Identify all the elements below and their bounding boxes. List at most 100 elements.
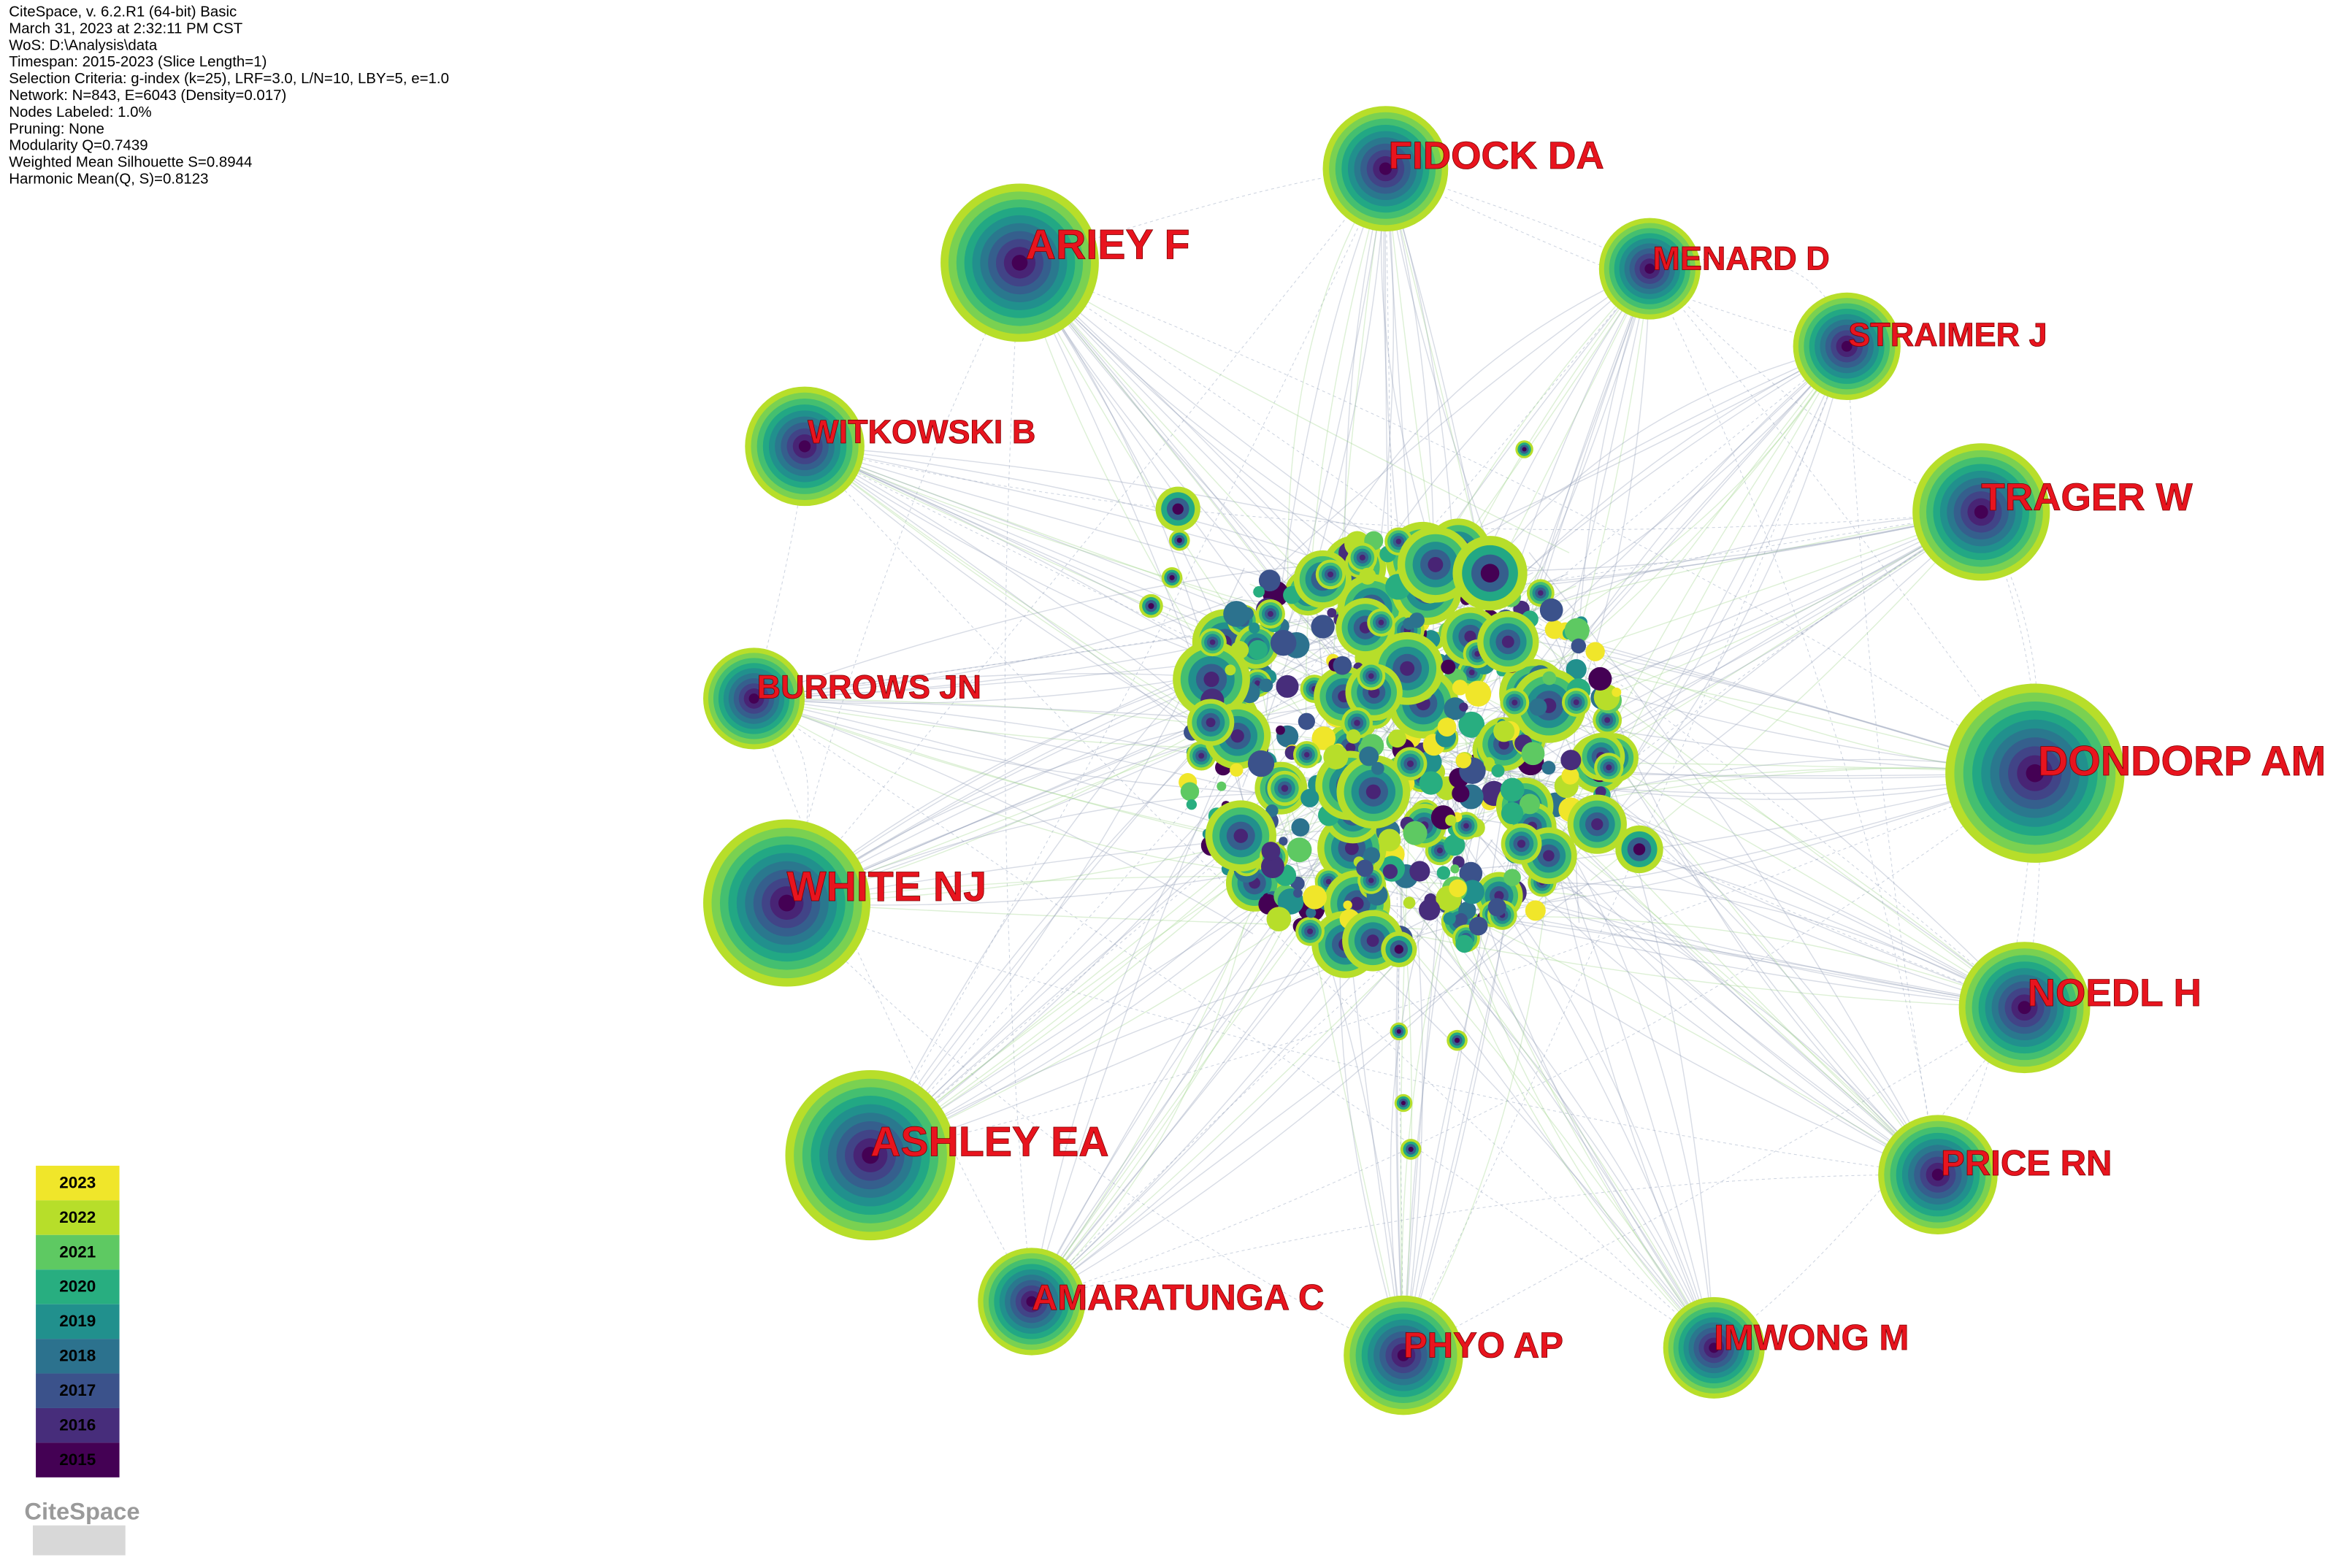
- cluster-node: [1501, 635, 1514, 648]
- cluster-node: [1452, 784, 1470, 803]
- cluster-node: [1395, 538, 1402, 545]
- edge: [786, 262, 1020, 904]
- node-ring: [798, 440, 811, 453]
- cluster-node: [1436, 848, 1443, 854]
- edge: [1846, 346, 1939, 1175]
- edge: [786, 793, 1318, 904]
- edge: [1532, 918, 2025, 1008]
- edge: [870, 346, 1847, 1156]
- cluster-node: [1564, 618, 1590, 643]
- edge: [1031, 573, 1314, 1302]
- cluster-node: [1445, 815, 1457, 826]
- node-ring: [1026, 1296, 1038, 1307]
- edge: [1649, 268, 1939, 1175]
- legend-swatch: [36, 1165, 120, 1201]
- edge: [754, 596, 1244, 699]
- cluster-node: [1633, 843, 1646, 856]
- cluster-node: [1388, 729, 1406, 748]
- edge: [1422, 867, 1714, 1348]
- legend-label: 2020: [59, 1277, 96, 1296]
- edge: [870, 596, 1366, 1156]
- cluster-node: [1449, 879, 1467, 898]
- cluster-node: [1539, 598, 1563, 622]
- cluster-node: [1366, 934, 1379, 947]
- cluster-node: [1293, 888, 1303, 898]
- node-label: WITKOWSKI B: [808, 413, 1035, 450]
- cluster-node: [1230, 763, 1244, 777]
- edge: [1713, 1007, 2025, 1348]
- edge: [1498, 915, 2025, 1008]
- cluster-node: [1455, 753, 1472, 769]
- cluster-node: [1311, 615, 1335, 639]
- cluster-node: [1525, 900, 1546, 921]
- edge: [1547, 878, 1939, 1175]
- cluster-node: [1403, 820, 1428, 845]
- edge: [1004, 262, 1032, 1302]
- cluster-node: [1465, 680, 1492, 707]
- cluster-node: [1368, 877, 1374, 883]
- node-ring: [1379, 162, 1392, 175]
- cluster-node: [1354, 720, 1360, 726]
- cluster-node: [1266, 907, 1292, 931]
- cluster-node: [1464, 630, 1476, 643]
- cluster-node: [1454, 1037, 1460, 1043]
- edge: [1476, 921, 1939, 1175]
- cluster-node: [1459, 702, 1468, 712]
- cluster-node: [1521, 742, 1545, 766]
- cluster-node: [1612, 687, 1622, 697]
- cluster-node: [1408, 1146, 1414, 1153]
- cluster-node: [1253, 585, 1265, 598]
- node-label: MENARD D: [1652, 240, 1829, 277]
- cluster-node: [1512, 699, 1518, 706]
- info-line: WoS: D:\Analysis\data: [9, 36, 158, 53]
- cluster-node: [1225, 664, 1236, 676]
- cluster-node: [1311, 726, 1336, 750]
- edge: [754, 698, 1578, 750]
- legend-label: 2021: [59, 1242, 96, 1261]
- node-ring: [1841, 341, 1853, 352]
- edge: [1031, 936, 1423, 1302]
- edge: [870, 168, 1386, 1156]
- edge: [1379, 861, 1714, 1348]
- edge: [1319, 268, 1650, 574]
- info-line: Pruning: None: [9, 120, 104, 137]
- edge: [1509, 346, 1847, 650]
- cluster-node: [1303, 752, 1310, 758]
- cluster-node: [1343, 900, 1352, 910]
- cluster-node: [1359, 746, 1379, 766]
- info-line: Harmonic Mean(Q, S)=0.8123: [9, 171, 208, 188]
- legend-swatch: [36, 1269, 120, 1304]
- cluster-node: [1365, 784, 1381, 799]
- edge: [1384, 168, 1459, 834]
- cluster-node: [1180, 782, 1200, 802]
- edge: [1031, 772, 2036, 1302]
- cluster-node: [1350, 896, 1364, 910]
- cluster-node: [1378, 619, 1384, 626]
- cluster-node: [1267, 611, 1273, 618]
- cluster-node: [1409, 861, 1430, 882]
- cluster-node: [1443, 912, 1456, 926]
- cluster-node: [1400, 661, 1415, 676]
- edge: [1403, 346, 1847, 1356]
- cluster-node: [1571, 638, 1587, 654]
- cluster-node: [1468, 916, 1488, 936]
- cluster-node: [1230, 729, 1244, 743]
- edge: [1508, 834, 1939, 1175]
- cluster-node: [1452, 680, 1468, 696]
- central-cluster: [1139, 440, 1663, 1160]
- edge: [1019, 262, 2036, 774]
- cluster-node: [1265, 804, 1279, 818]
- edge: [1031, 677, 1537, 1302]
- logo-text: CiteSpace: [24, 1497, 139, 1524]
- edge: [754, 698, 1306, 878]
- edge: [786, 902, 1404, 1356]
- edge: [1031, 924, 1245, 1302]
- cluster-node: [1217, 781, 1227, 791]
- cluster-node: [1378, 829, 1401, 852]
- cluster-node: [1561, 766, 1579, 785]
- edge: [1487, 511, 1982, 818]
- cluster-node: [1455, 934, 1474, 953]
- node-label: ARIEY F: [1026, 222, 1190, 269]
- cluster-node: [1444, 834, 1465, 856]
